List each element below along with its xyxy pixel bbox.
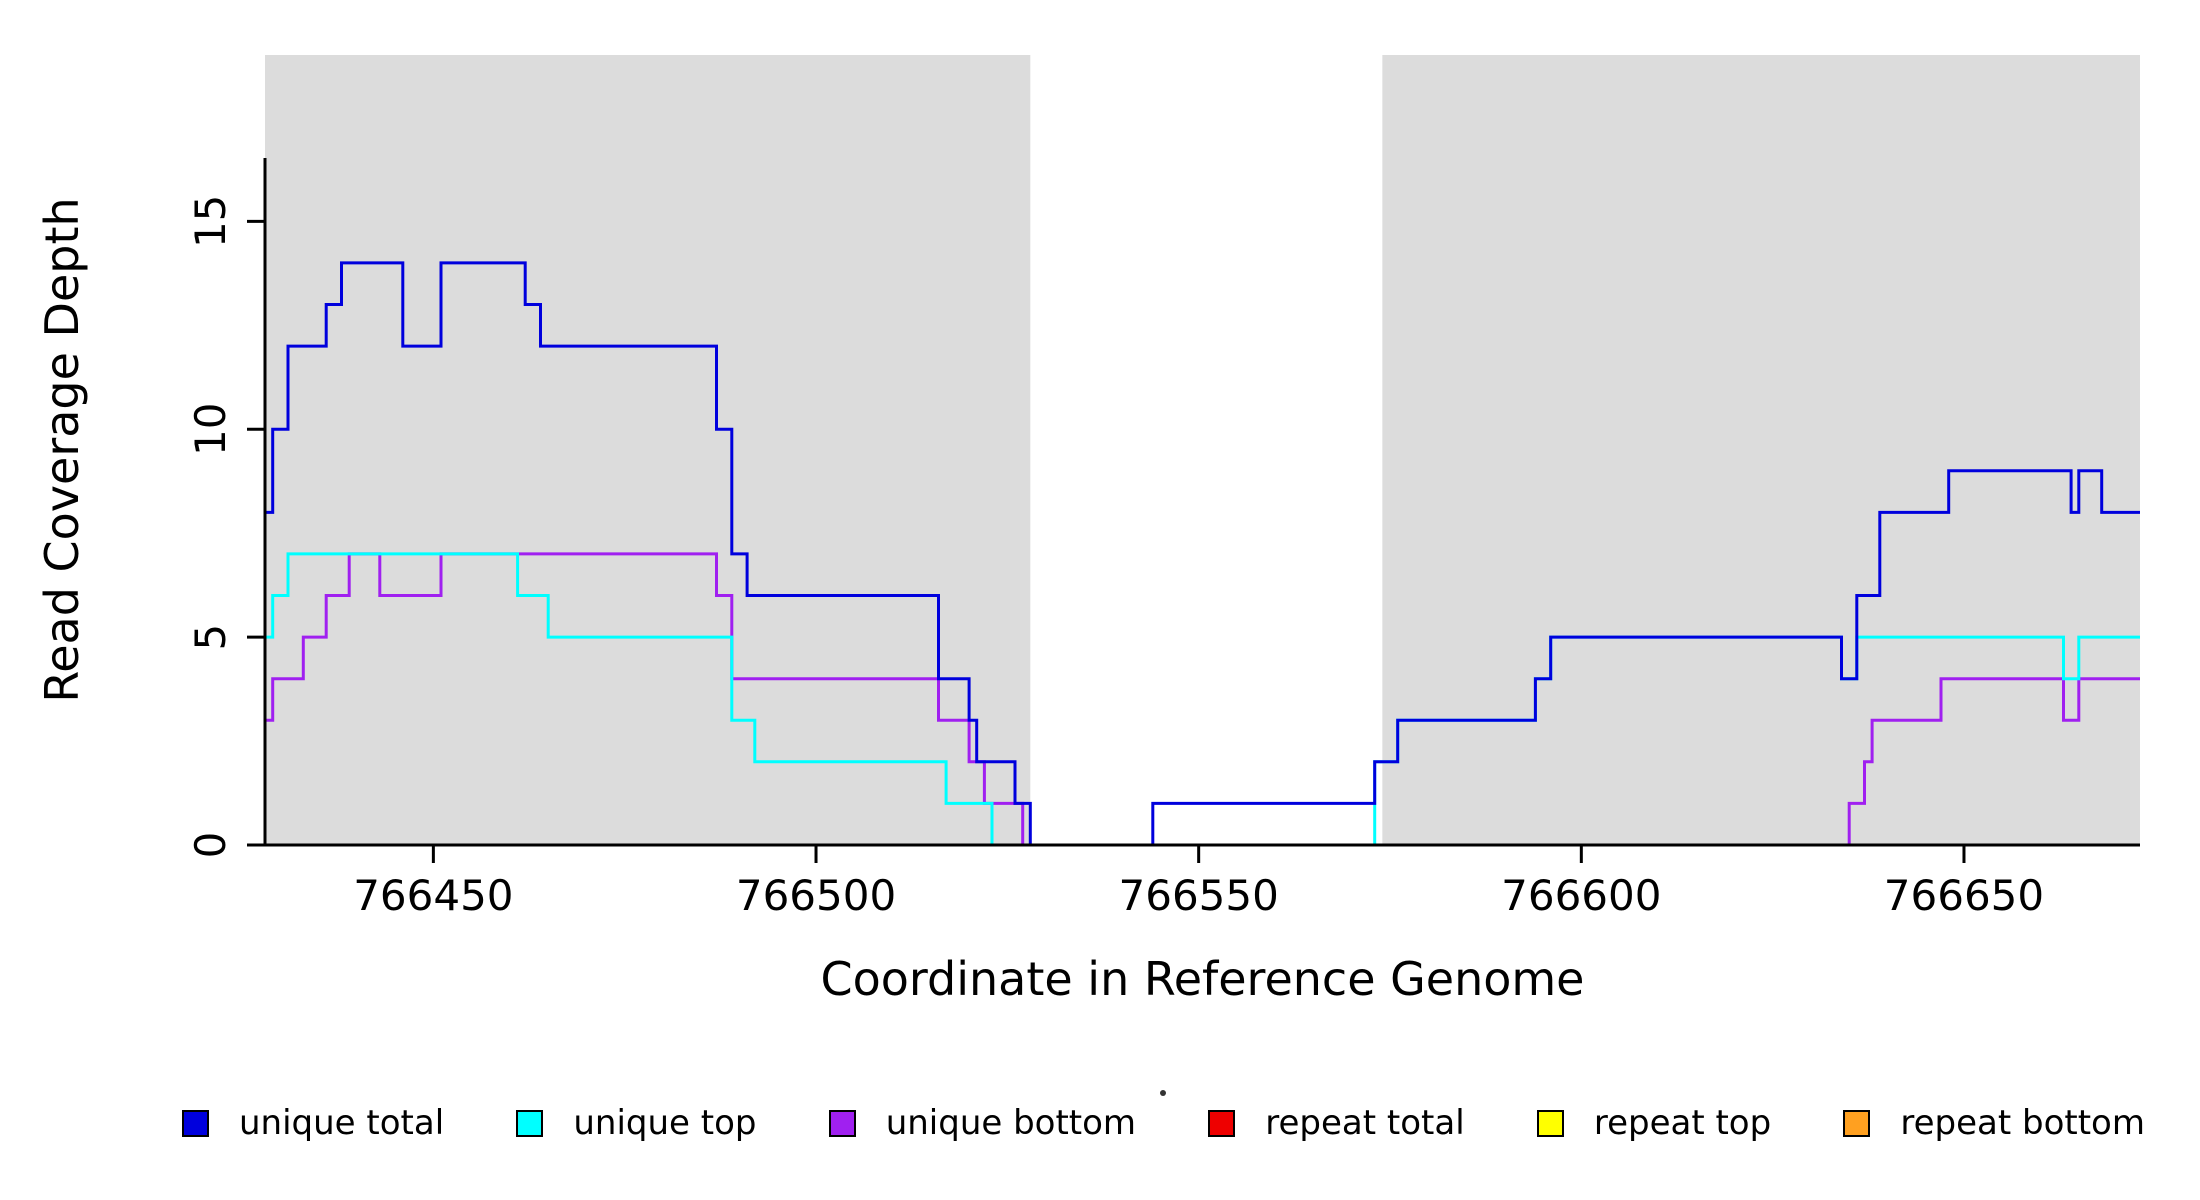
coverage-plot: 766450 766500 766550 766600 766650 0 5 10 15 Coor… — [35, 55, 2140, 1006]
x-axis-title: Coordinate in Reference Genome — [821, 952, 1585, 1006]
stray-dot-artifact — [1160, 1090, 1166, 1096]
legend-item-repeat-top: repeat top — [1536, 1103, 1772, 1143]
y-tick-label: 10 — [186, 402, 235, 455]
legend-swatch-unique-top — [516, 1109, 544, 1137]
x-tick-label: 766650 — [1884, 871, 2044, 920]
legend-item-unique-total: unique total — [182, 1106, 444, 1140]
x-tick-label: 766450 — [353, 871, 513, 920]
legend-item-repeat-bottom: repeat bottom — [1843, 1106, 2145, 1140]
legend-label: repeat top — [1593, 1103, 1772, 1143]
series-unique-total — [265, 261, 2140, 847]
x-tick-label: 766500 — [736, 871, 896, 920]
series-unique-bottom — [265, 552, 2140, 847]
legend-label: unique top — [573, 1103, 757, 1143]
legend-swatch-unique-bottom — [828, 1109, 856, 1137]
legend-item-repeat-total: repeat total — [1208, 1103, 1465, 1143]
legend-label: unique bottom — [885, 1103, 1137, 1143]
legend-swatch-repeat-top — [1536, 1109, 1564, 1137]
plot-legend: unique total unique top unique bottom re… — [0, 1106, 2200, 1140]
y-tick-label: 15 — [186, 195, 235, 248]
legend-label: repeat total — [1265, 1103, 1465, 1143]
legend-label: unique total — [239, 1103, 445, 1143]
shaded-region — [1382, 55, 2140, 845]
legend-label: repeat bottom — [1900, 1103, 2145, 1143]
shaded-region — [265, 55, 1031, 845]
legend-swatch-repeat-bottom — [1843, 1109, 1871, 1137]
y-tick-label: 0 — [186, 832, 235, 859]
legend-swatch-repeat-total — [1208, 1109, 1236, 1137]
legend-item-unique-bottom: unique bottom — [828, 1103, 1137, 1143]
x-tick-label: 766550 — [1119, 871, 1279, 920]
x-tick-label: 766600 — [1501, 871, 1661, 920]
legend-item-unique-top: unique top — [516, 1106, 756, 1140]
y-axis-title: Read Coverage Depth — [35, 197, 89, 702]
y-tick-label: 5 — [186, 624, 235, 651]
legend-swatch-unique-total — [182, 1109, 209, 1137]
